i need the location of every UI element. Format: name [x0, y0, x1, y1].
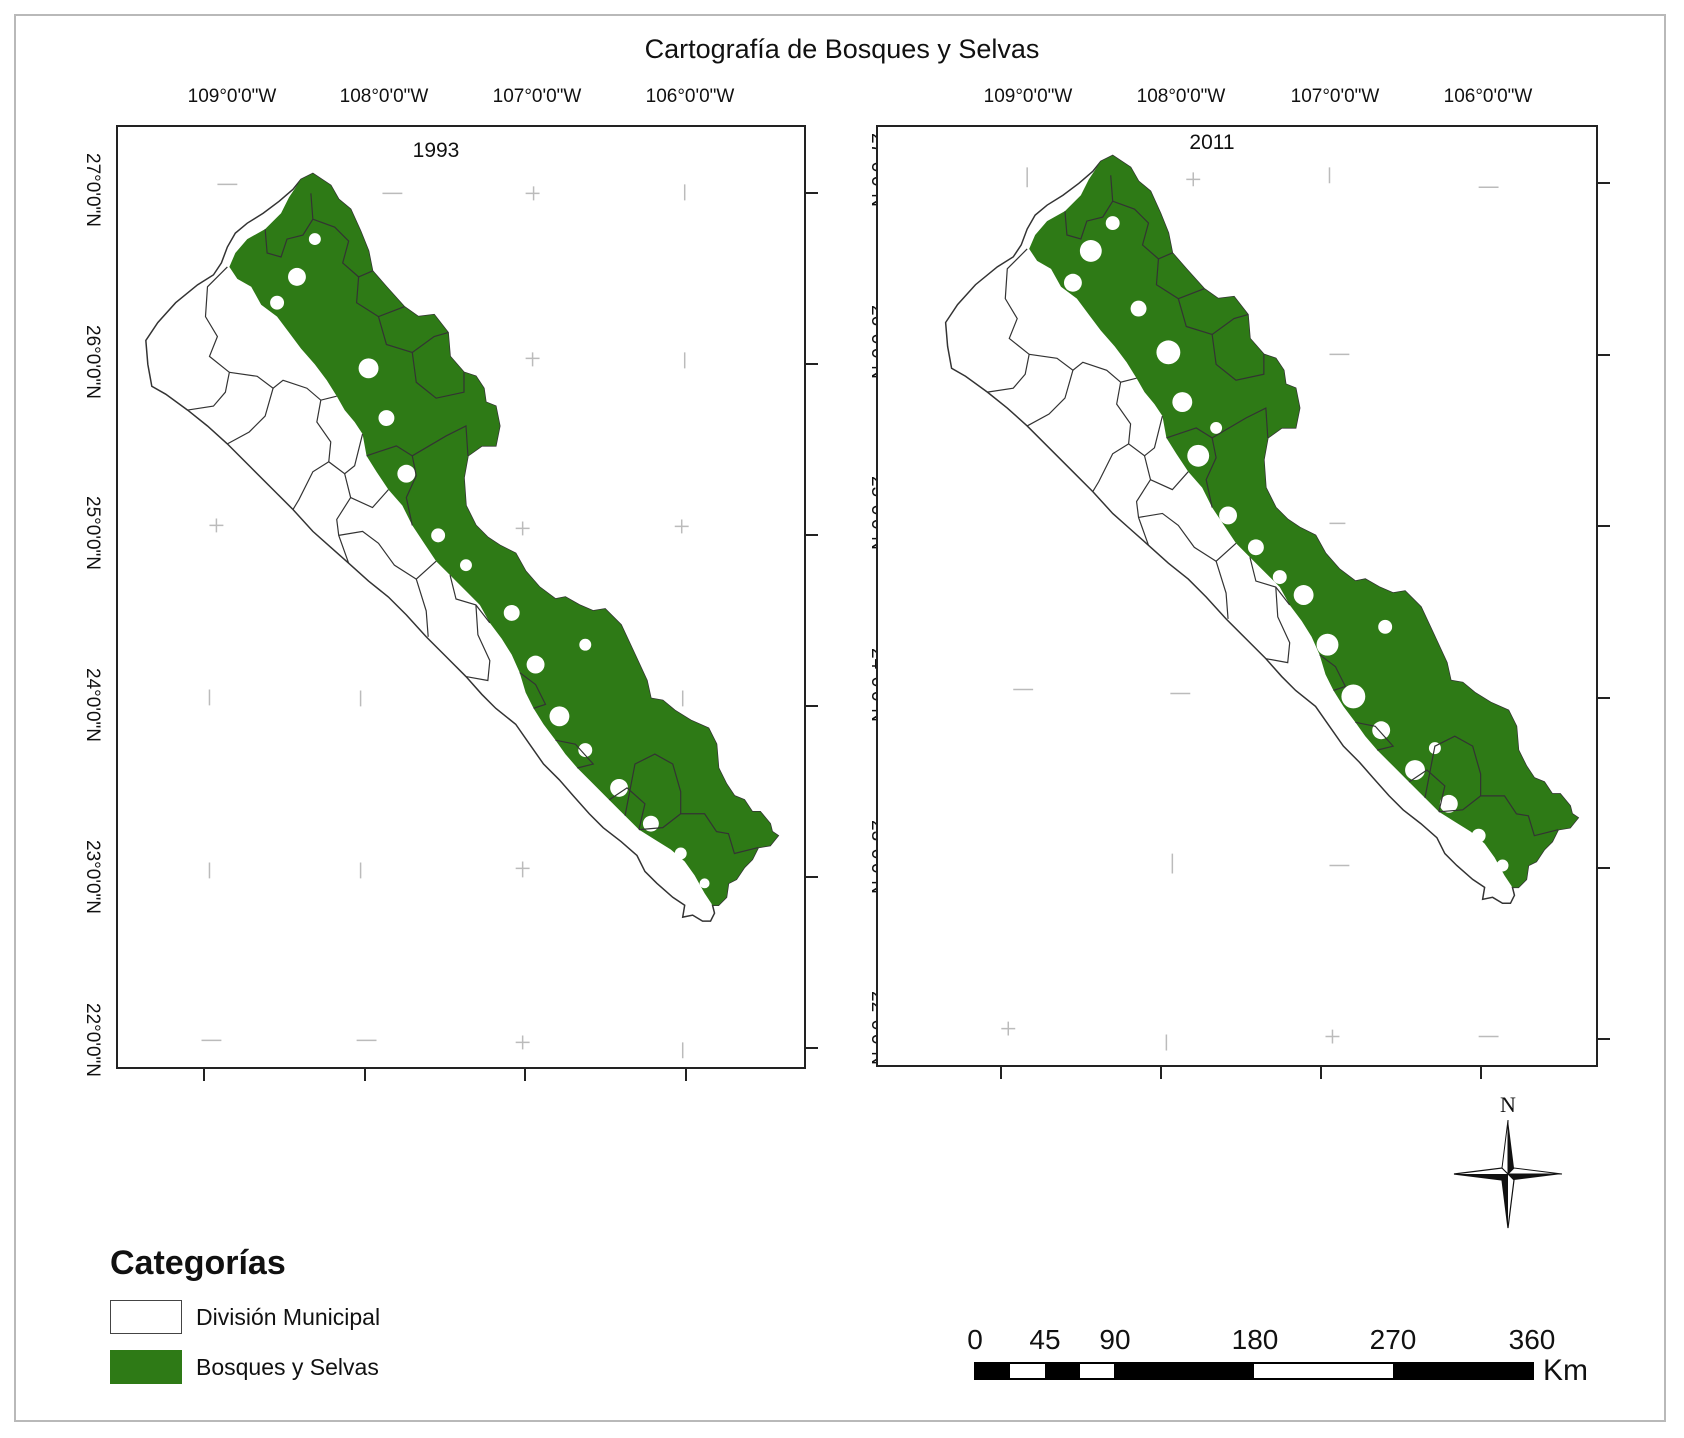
tick-right	[806, 363, 818, 365]
forest-clearings-2011	[1063, 216, 1509, 872]
north-arrow-icon	[1453, 1119, 1563, 1229]
lat-label-27n: 27°0'0"N	[82, 153, 103, 227]
map-panel-2011: 2011	[876, 125, 1598, 1067]
scale-unit: Km	[1543, 1354, 1588, 1387]
lon-label-108w: 108°0'0"W	[339, 86, 429, 107]
map-year-2011: 2011	[1189, 131, 1235, 154]
tick-bottom	[685, 1069, 687, 1081]
lat-label-26n: 26°0'0"N	[82, 325, 103, 399]
tick-right	[1598, 525, 1610, 527]
scale-label-90: 90	[1099, 1324, 1131, 1355]
lon-label-109w-2011: 109°0'0"W	[983, 86, 1073, 107]
legend-label-forest: Bosques y Selvas	[196, 1354, 379, 1380]
lat-label-22n: 22°0'0"N	[82, 1003, 103, 1077]
lon-label-109w: 109°0'0"W	[187, 86, 277, 107]
tick-right	[1598, 697, 1610, 699]
legend-swatch-municipal	[110, 1300, 182, 1334]
scale-label-0: 0	[967, 1324, 983, 1355]
scale-label-360: 360	[1508, 1324, 1556, 1355]
map-2011-svg	[944, 154, 1580, 1051]
legend-label-municipal: División Municipal	[196, 1304, 381, 1330]
tick-right	[806, 192, 818, 194]
scale-label-180: 180	[1231, 1324, 1279, 1355]
tick-bottom	[1320, 1067, 1322, 1079]
forest-cover-1993	[229, 173, 779, 906]
tick-bottom	[364, 1069, 366, 1081]
lon-label-108w-2011: 108°0'0"W	[1136, 86, 1226, 107]
tick-right	[1598, 182, 1610, 184]
scale-label-270: 270	[1369, 1324, 1417, 1355]
lon-label-107w: 107°0'0"W	[492, 86, 582, 107]
tick-bottom	[203, 1069, 205, 1081]
lon-label-106w: 106°0'0"W	[645, 86, 735, 107]
tick-right	[1598, 867, 1610, 869]
figure-frame	[14, 14, 1666, 1422]
tick-right	[806, 705, 818, 707]
lat-label-25n: 25°0'0"N	[82, 496, 103, 570]
north-arrow-letter: N	[1500, 1092, 1516, 1117]
tick-bottom	[1480, 1067, 1482, 1079]
tick-right	[806, 876, 818, 878]
tick-right	[806, 1047, 818, 1049]
forest-clearings-1993	[270, 233, 710, 889]
scale-label-45: 45	[1029, 1324, 1061, 1355]
legend-swatch-forest	[110, 1350, 182, 1384]
lon-label-107w-2011: 107°0'0"W	[1290, 86, 1380, 107]
lat-label-23n: 23°0'0"N	[82, 840, 103, 914]
map-panel-1993: 1993	[116, 125, 806, 1069]
tick-bottom	[1000, 1067, 1002, 1079]
tick-right	[1598, 354, 1610, 356]
legend-title: Categorías	[110, 1244, 286, 1282]
municipal-boundaries	[187, 193, 759, 855]
map-1993-svg	[145, 172, 780, 1059]
map-year-1993: 1993	[412, 139, 460, 162]
lon-label-106w-2011: 106°0'0"W	[1443, 86, 1533, 107]
lat-label-24n: 24°0'0"N	[82, 668, 103, 742]
scale-bar	[974, 1362, 1534, 1380]
tick-bottom	[1160, 1067, 1162, 1079]
figure-title: Cartografía de Bosques y Selvas	[644, 34, 1040, 64]
tick-right	[806, 534, 818, 536]
municipal-boundaries	[987, 175, 1559, 837]
tick-right	[1598, 1038, 1610, 1040]
forest-cover-2011	[1029, 155, 1579, 888]
tick-bottom	[524, 1069, 526, 1081]
